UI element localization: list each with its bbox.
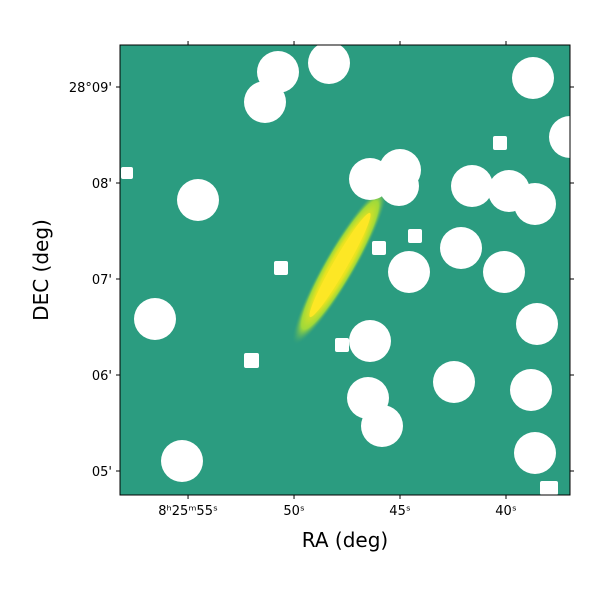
- y-axis-label: DEC (deg): [29, 219, 53, 321]
- y-tick-label: 05': [92, 465, 112, 480]
- x-axis-label: RA (deg): [302, 528, 388, 552]
- x-tick-label: 40ˢ: [495, 504, 517, 519]
- y-tick-label: 07': [92, 273, 112, 288]
- axes-frame: [119, 44, 571, 496]
- y-tick-label: 28°09': [69, 81, 112, 96]
- y-tick-label: 08': [92, 177, 112, 192]
- y-tick-label: 06': [92, 369, 112, 384]
- x-tick-label: 8ʰ25ᵐ55ˢ: [158, 504, 218, 519]
- x-tick-label: 50ˢ: [283, 504, 305, 519]
- image: [120, 45, 570, 495]
- x-tick-label: 45ˢ: [389, 504, 411, 519]
